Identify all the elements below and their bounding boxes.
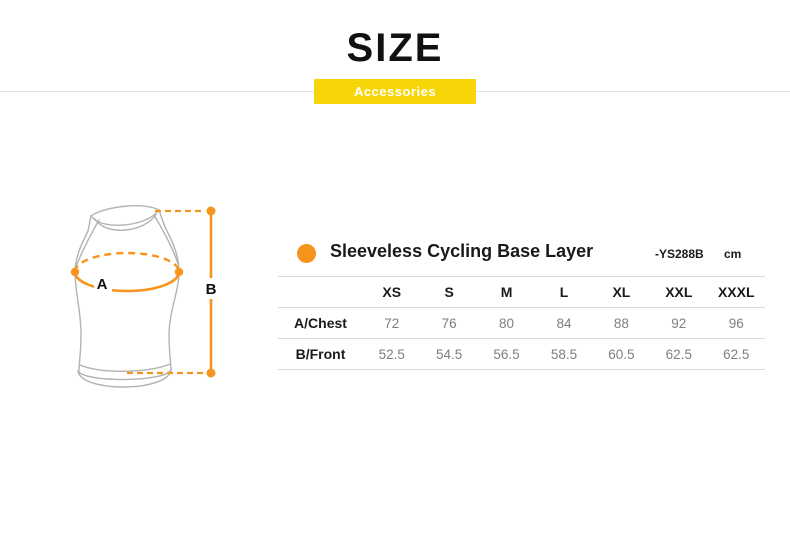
- front-bottom-dot: [206, 368, 216, 378]
- front-length-measurement: B: [127, 206, 221, 378]
- size-column-header: XL: [592, 276, 651, 308]
- size-value-cell: 62.5: [650, 338, 708, 370]
- size-column-header: M: [477, 276, 536, 308]
- size-value-cell: 54.5: [420, 338, 478, 370]
- size-column-header: XS: [363, 276, 421, 308]
- chest-measurement-ellipse: A: [70, 251, 184, 293]
- size-value-cell: 96: [707, 307, 765, 339]
- product-bullet-dot: [297, 244, 316, 263]
- chest-left-dot: [70, 267, 80, 277]
- size-column-header: XXXL: [707, 276, 765, 308]
- row-label-chest: A/Chest: [278, 307, 363, 339]
- row-label-front: B/Front: [278, 338, 363, 370]
- size-column-header: S: [420, 276, 478, 308]
- size-column-header: L: [535, 276, 593, 308]
- front-label: B: [206, 281, 217, 298]
- product-name: Sleeveless Cycling Base Layer: [330, 241, 594, 261]
- tank-top-outline-drawing: [74, 205, 180, 388]
- measurement-unit: cm: [724, 247, 742, 261]
- category-badge: Accessories: [314, 79, 476, 104]
- size-table: XS S M L XL XXL XXXL A/Chest 72 76 80 84…: [278, 276, 765, 370]
- size-value-cell: 76: [420, 307, 478, 339]
- table-row-chest: A/Chest 72 76 80 84 88 92 96: [278, 307, 765, 339]
- size-value-cell: 58.5: [535, 338, 593, 370]
- size-table-header-row: XS S M L XL XXL XXXL: [278, 276, 765, 308]
- size-value-cell: 88: [592, 307, 651, 339]
- size-value-cell: 62.5: [707, 338, 765, 370]
- size-value-cell: 56.5: [477, 338, 536, 370]
- size-value-cell: 72: [363, 307, 421, 339]
- page-title: SIZE: [346, 26, 444, 70]
- size-diagram: A B: [70, 205, 221, 388]
- size-value-cell: 92: [650, 307, 708, 339]
- chest-right-dot: [174, 267, 184, 277]
- size-value-cell: 52.5: [363, 338, 421, 370]
- size-value-cell: 84: [535, 307, 593, 339]
- size-value-cell: 80: [477, 307, 536, 339]
- size-table-corner-cell: [278, 276, 363, 308]
- chest-label: A: [97, 276, 108, 293]
- table-row-front: B/Front 52.5 54.5 56.5 58.5 60.5 62.5 62…: [278, 338, 765, 370]
- size-column-header: XXL: [650, 276, 708, 308]
- size-value-cell: 60.5: [592, 338, 651, 370]
- product-model-code: -YS288B: [655, 247, 704, 261]
- front-top-dot: [206, 206, 216, 216]
